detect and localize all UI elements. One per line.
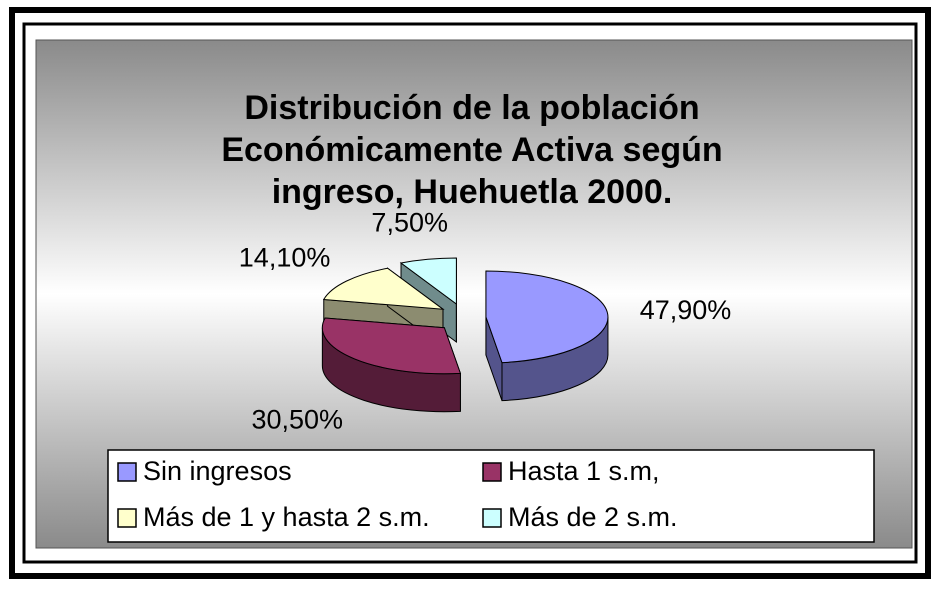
data-label: 14,10% — [239, 242, 331, 272]
inner-frame — [22, 22, 918, 564]
legend-label: Sin ingresos — [143, 456, 292, 486]
legend-swatch — [482, 462, 502, 482]
legend-swatch — [117, 508, 137, 528]
chart-title: ingreso, Huehuetla 2000. — [272, 173, 673, 211]
legend-swatch — [482, 508, 502, 528]
slice — [399, 257, 457, 305]
slice — [321, 317, 462, 375]
chart-title: Distribución de la población — [244, 89, 699, 127]
slice — [322, 267, 445, 310]
data-label: 47,90% — [640, 295, 732, 325]
legend-label: Hasta 1 s.m, — [508, 456, 660, 486]
legend-swatch — [117, 462, 137, 482]
chart-title: Económicamente Activa según — [221, 131, 722, 169]
legend-label: Más de 2 s.m. — [508, 502, 678, 532]
data-label: 30,50% — [251, 404, 343, 434]
data-label: 7,50% — [371, 207, 448, 237]
slice — [485, 270, 609, 364]
legend-label: Más de 1 y hasta 2 s.m. — [143, 502, 430, 532]
